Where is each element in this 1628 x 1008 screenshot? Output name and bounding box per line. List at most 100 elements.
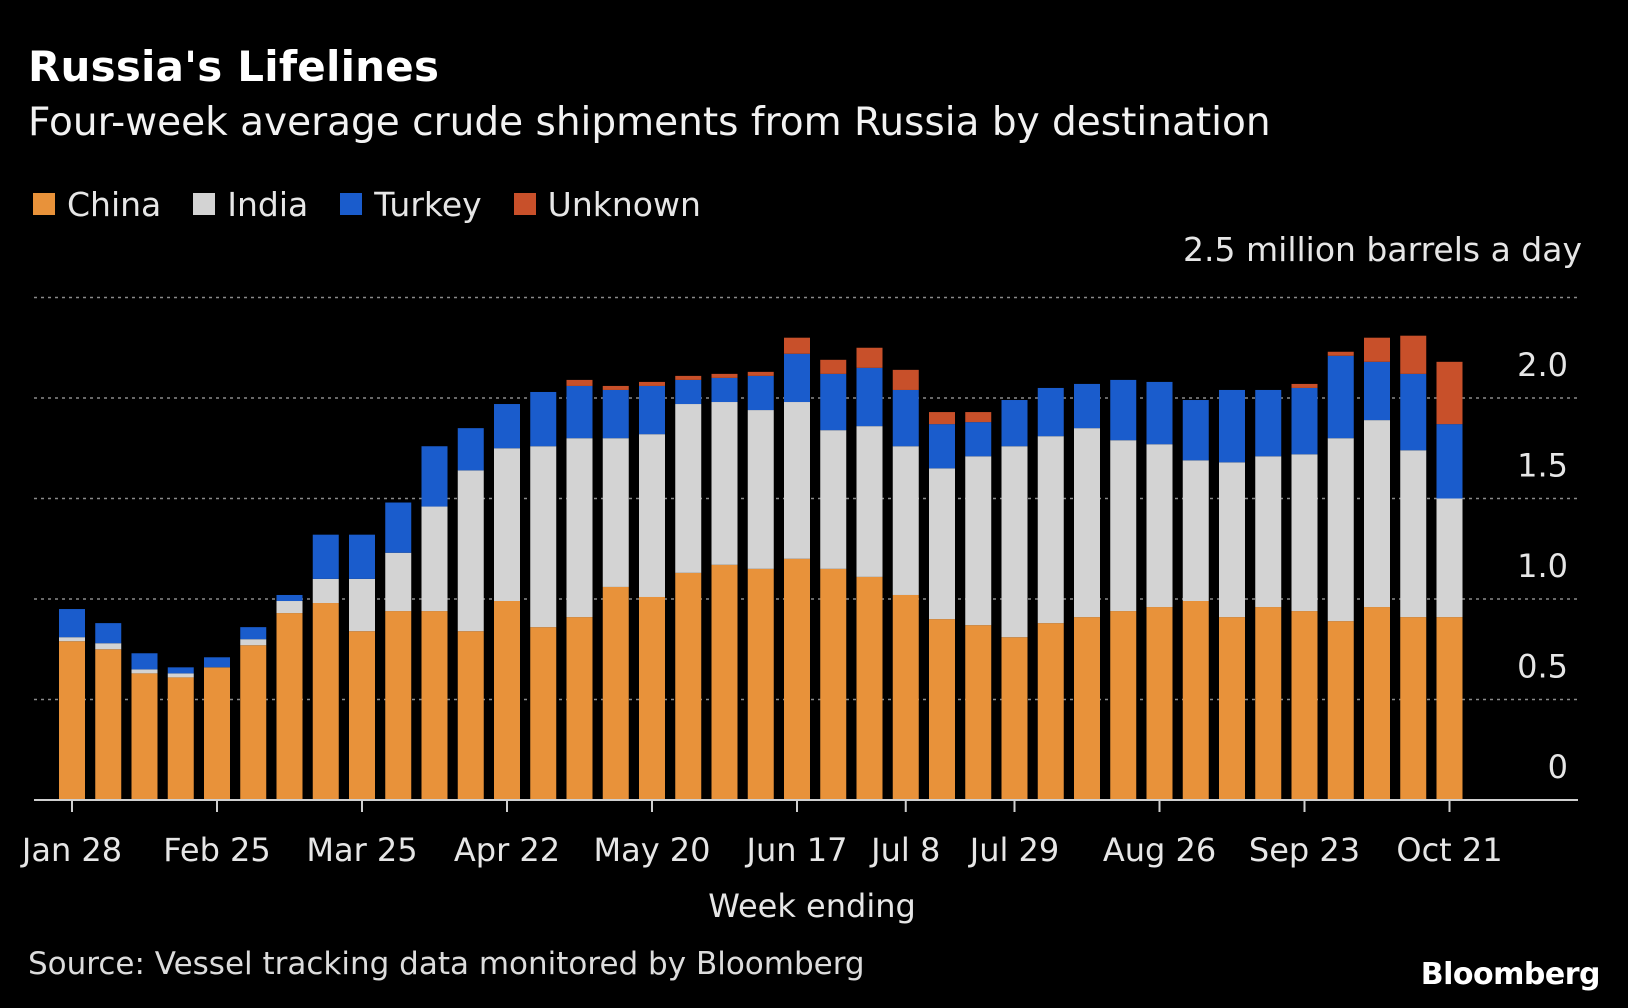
legend-swatch-turkey bbox=[340, 193, 363, 215]
bar-segment-india bbox=[457, 470, 484, 632]
bar-segment-china bbox=[59, 641, 85, 800]
bar-segment-india bbox=[312, 578, 339, 604]
bar-segment-turkey bbox=[1182, 400, 1209, 461]
brand-logo: Bloomberg bbox=[1420, 957, 1601, 992]
bar-segment-turkey bbox=[1291, 387, 1318, 455]
bar-segment-india bbox=[675, 404, 702, 573]
bar-segment-turkey bbox=[1327, 355, 1354, 439]
stacked-bar-chart: Jan 28 Feb 25 Mar 25 Apr 22 May 20 Jun 17 Jul … bbox=[20, 296, 1578, 925]
bar-segment-india bbox=[1255, 456, 1282, 608]
bar-segment-india bbox=[1146, 444, 1173, 608]
bar-segment-turkey bbox=[1110, 379, 1137, 441]
bar-segment-china bbox=[892, 594, 919, 800]
x-tick-label: Jan 28 bbox=[20, 831, 122, 869]
bar-segment-india bbox=[1436, 498, 1463, 618]
x-tick-label: May 20 bbox=[593, 831, 710, 869]
bar-segment-india bbox=[59, 637, 85, 642]
bar-segment-india bbox=[1327, 438, 1354, 622]
bar-segment-turkey bbox=[820, 373, 847, 431]
bar-segment-turkey bbox=[1001, 400, 1028, 447]
legend-label-unknown: Unknown bbox=[547, 184, 701, 224]
bar-segment-unknown bbox=[965, 412, 992, 423]
bar-segment-india bbox=[1110, 440, 1137, 612]
bar-segment-turkey bbox=[711, 377, 738, 403]
bar-segment-unknown bbox=[675, 375, 702, 380]
legend-swatch-unknown bbox=[513, 193, 536, 215]
bar-segment-india bbox=[892, 446, 919, 595]
bar-segment-turkey bbox=[892, 389, 919, 447]
bar-segment-china bbox=[602, 586, 629, 800]
bar-segment-unknown bbox=[1364, 337, 1390, 362]
bar-segment-india bbox=[1001, 446, 1028, 638]
legend-item-india: India bbox=[193, 185, 308, 224]
chart-subtitle: Four-week average crude shipments from R… bbox=[28, 100, 1271, 145]
y-axis-unit-label: 2.5 million barrels a day bbox=[1183, 230, 1582, 269]
bar-segment-china bbox=[566, 617, 593, 800]
x-axis-label: Week ending bbox=[708, 887, 916, 925]
bar-segment-unknown bbox=[1291, 383, 1318, 388]
bar-segment-turkey bbox=[1037, 387, 1064, 437]
bars bbox=[59, 335, 1463, 800]
bar-segment-turkey bbox=[784, 353, 810, 403]
bar-segment-china bbox=[1436, 617, 1463, 800]
legend-label-india: India bbox=[227, 184, 309, 224]
bar-segment-china bbox=[349, 631, 375, 800]
bar-segment-unknown bbox=[747, 371, 774, 376]
y-axis-tick-labels: 0 0.5 1.0 1.5 2.0 bbox=[1517, 346, 1568, 786]
bar-segment-india bbox=[349, 578, 375, 632]
bar-segment-india bbox=[639, 434, 665, 597]
legend-item-china: China bbox=[33, 185, 161, 224]
bar-segment-china bbox=[131, 673, 158, 800]
bar-segment-china bbox=[1291, 611, 1318, 800]
bar-segment-china bbox=[1182, 601, 1209, 800]
bar-segment-india bbox=[784, 402, 810, 559]
bar-segment-china bbox=[1255, 607, 1282, 800]
bar-segment-turkey bbox=[167, 667, 194, 674]
bar-segment-turkey bbox=[530, 391, 557, 447]
bar-segment-china bbox=[1001, 637, 1028, 800]
bar-segment-turkey bbox=[1400, 373, 1427, 451]
bar-segment-unknown bbox=[892, 369, 919, 390]
x-tick-label: Oct 21 bbox=[1396, 831, 1502, 869]
bar-segment-unknown bbox=[566, 379, 593, 386]
bar-segment-turkey bbox=[602, 389, 629, 439]
x-tick-label: Jun 17 bbox=[745, 831, 848, 869]
y-tick-label: 2.0 bbox=[1517, 346, 1568, 384]
x-tick-label: Feb 25 bbox=[163, 831, 271, 869]
bar-segment-china bbox=[929, 619, 955, 800]
bar-segment-turkey bbox=[1219, 389, 1245, 463]
bar-segment-china bbox=[675, 572, 702, 800]
bar-segment-india bbox=[1074, 428, 1100, 618]
legend-swatch-china bbox=[33, 193, 55, 215]
bar-segment-india bbox=[1364, 420, 1390, 608]
bar-segment-turkey bbox=[312, 534, 339, 579]
bar-segment-turkey bbox=[1436, 424, 1463, 499]
bar-segment-china bbox=[95, 649, 122, 800]
bar-segment-china bbox=[421, 611, 448, 800]
legend: China India Turkey Unknown bbox=[33, 182, 701, 226]
bar-segment-unknown bbox=[1327, 351, 1354, 356]
bar-segment-turkey bbox=[1074, 383, 1100, 429]
x-tick-label: Apr 22 bbox=[454, 831, 560, 869]
bar-segment-turkey bbox=[747, 375, 774, 411]
bar-segment-china bbox=[784, 558, 810, 800]
legend-label-turkey: Turkey bbox=[374, 184, 482, 224]
bar-segment-unknown bbox=[711, 373, 738, 378]
bar-segment-india bbox=[929, 468, 955, 620]
bar-segment-india bbox=[385, 552, 412, 612]
bar-segment-china bbox=[167, 677, 194, 800]
bar-segment-china bbox=[1219, 617, 1245, 800]
bar-segment-turkey bbox=[675, 379, 702, 405]
bar-segment-turkey bbox=[1255, 389, 1282, 457]
bar-segment-turkey bbox=[131, 653, 158, 670]
x-tick-label: Jul 8 bbox=[869, 831, 940, 869]
bar-segment-turkey bbox=[929, 424, 955, 469]
legend-item-turkey: Turkey bbox=[340, 184, 482, 224]
bar-segment-india bbox=[1037, 436, 1064, 624]
y-tick-label: 0.5 bbox=[1517, 648, 1568, 686]
bar-segment-india bbox=[1219, 462, 1245, 618]
bar-segment-india bbox=[421, 506, 448, 612]
legend-swatch-india bbox=[193, 193, 216, 215]
bar-segment-india bbox=[1182, 460, 1209, 602]
bar-segment-india bbox=[602, 438, 629, 587]
